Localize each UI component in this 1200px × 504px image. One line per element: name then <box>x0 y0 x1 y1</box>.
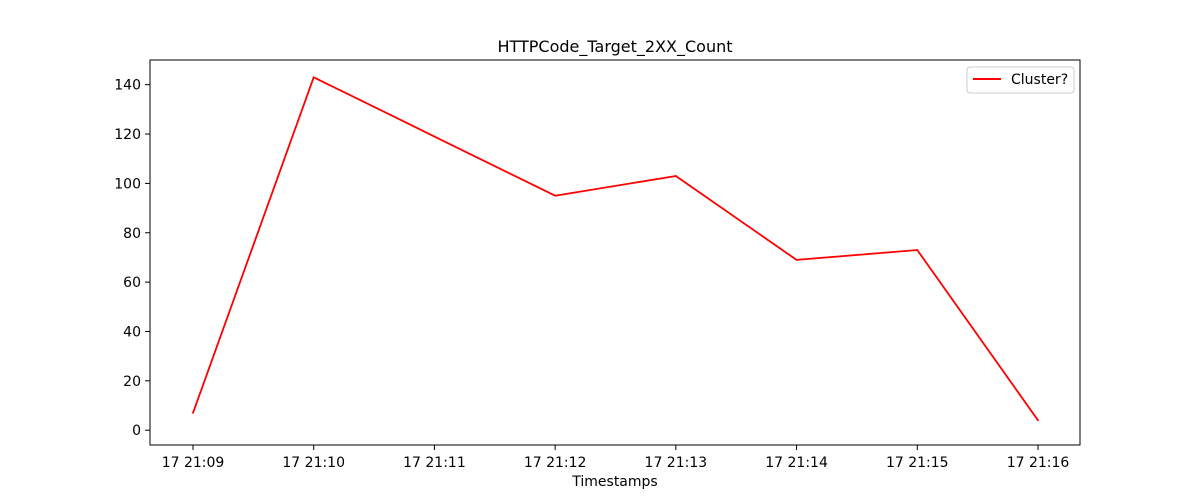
x-axis-label: Timestamps <box>571 474 657 490</box>
x-tick-label: 17 21:12 <box>524 455 587 471</box>
data-point <box>1037 419 1039 422</box>
y-tick-label: 20 <box>123 374 141 390</box>
y-tick-label: 120 <box>114 127 141 143</box>
data-point <box>312 76 315 79</box>
data-point <box>433 135 436 138</box>
y-tick-label: 100 <box>114 176 141 192</box>
x-tick-label: 17 21:13 <box>645 455 708 471</box>
y-tick-label: 40 <box>123 324 141 340</box>
legend-label: Cluster? <box>1011 72 1068 88</box>
legend: Cluster? <box>966 66 1075 94</box>
chart-title: HTTPCode_Target_2XX_Count <box>497 37 732 57</box>
x-tick-label: 17 21:14 <box>765 455 828 471</box>
data-point <box>192 412 194 414</box>
ticks-layer: 0 20 40 60 80 100 120 140 17 21:09 17 21:10 17 21:… <box>114 78 1069 471</box>
series-layer <box>192 76 1039 422</box>
x-tick-label: 17 21:16 <box>1007 455 1070 471</box>
x-tick-label: 17 21:15 <box>886 455 949 471</box>
y-tick-label: 60 <box>123 275 141 291</box>
series-line <box>192 76 1039 421</box>
y-tick-label: 0 <box>132 423 141 439</box>
data-point <box>674 175 677 177</box>
x-tick-label: 17 21:10 <box>282 455 345 471</box>
data-point <box>554 194 557 197</box>
legend-box <box>966 66 1075 94</box>
plot-frame <box>149 59 1081 446</box>
x-tick-label: 17 21:11 <box>403 455 466 471</box>
y-tick-label: 140 <box>114 78 141 94</box>
x-tick-label: 17 21:09 <box>162 455 225 471</box>
y-tick-label: 80 <box>123 226 141 242</box>
data-point <box>795 259 798 261</box>
data-point <box>916 249 919 251</box>
